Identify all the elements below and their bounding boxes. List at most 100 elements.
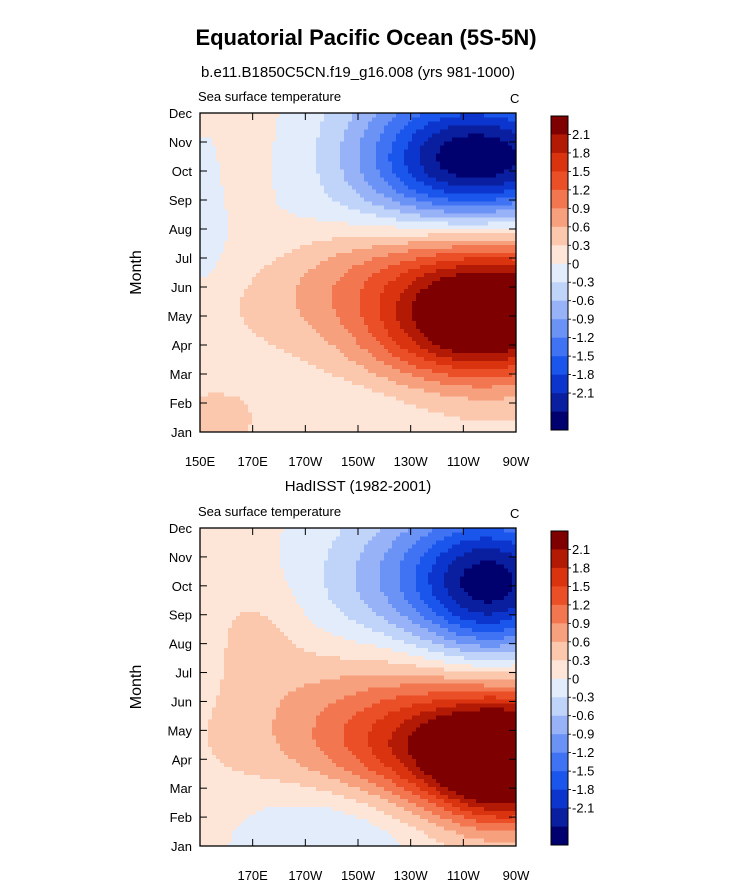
sst-cell xyxy=(288,244,293,250)
sst-cell xyxy=(240,320,245,325)
sst-cell xyxy=(336,180,341,186)
sst-cell xyxy=(312,416,317,421)
sst-cell xyxy=(252,152,257,158)
sst-cell xyxy=(392,296,397,302)
sst-cell xyxy=(224,156,229,162)
sst-cell xyxy=(388,316,393,321)
sst-cell xyxy=(316,244,321,250)
sst-cell xyxy=(264,428,269,433)
sst-cell xyxy=(368,352,373,357)
sst-cell xyxy=(400,208,405,214)
sst-cell xyxy=(276,208,281,214)
sst-cell xyxy=(252,116,257,122)
sst-cell xyxy=(424,132,429,138)
sst-cell xyxy=(228,380,233,385)
sst-cell xyxy=(288,392,293,397)
sst-cell xyxy=(400,368,405,373)
sst-cell xyxy=(408,296,413,302)
sst-cell xyxy=(236,204,241,210)
sst-cell xyxy=(364,408,369,413)
sst-cell xyxy=(244,236,249,242)
sst-cell xyxy=(312,136,317,142)
sst-cell xyxy=(200,192,205,198)
sst-cell xyxy=(268,200,273,206)
sst-cell xyxy=(296,236,301,242)
sst-cell xyxy=(252,412,257,417)
sst-cell xyxy=(208,120,213,126)
sst-cell xyxy=(212,164,217,170)
sst-cell xyxy=(276,232,281,238)
sst-cell xyxy=(356,132,361,138)
sst-cell xyxy=(216,236,221,242)
sst-cell xyxy=(444,260,449,266)
sst-cell xyxy=(348,204,353,210)
sst-cell xyxy=(240,352,245,357)
sst-cell xyxy=(364,372,369,377)
sst-cell xyxy=(268,168,273,174)
sst-cell xyxy=(304,284,309,290)
sst-cell xyxy=(380,324,385,329)
sst-cell xyxy=(412,180,417,186)
sst-cell xyxy=(324,320,329,325)
sst-cell xyxy=(200,260,205,266)
sst-cell xyxy=(440,120,445,126)
sst-cell xyxy=(260,284,265,290)
sst-cell xyxy=(404,132,409,138)
sst-cell xyxy=(304,420,309,425)
sst-cell xyxy=(248,336,253,341)
sst-cell xyxy=(396,264,401,270)
sst-cell xyxy=(292,180,297,186)
sst-cell xyxy=(288,272,293,278)
sst-cell xyxy=(260,280,265,286)
sst-cell xyxy=(308,272,313,278)
sst-cell xyxy=(260,380,265,385)
sst-cell xyxy=(252,344,257,349)
sst-cell xyxy=(424,128,429,134)
sst-cell xyxy=(352,320,357,325)
sst-cell xyxy=(300,276,305,282)
sst-cell xyxy=(428,264,433,270)
sst-cell xyxy=(296,188,301,194)
sst-cell xyxy=(232,116,237,122)
sst-cell xyxy=(392,168,397,174)
sst-cell xyxy=(416,140,421,146)
sst-cell xyxy=(300,140,305,146)
sst-cell xyxy=(248,252,253,258)
sst-cell xyxy=(348,140,353,146)
sst-cell xyxy=(332,124,337,130)
sst-cell xyxy=(356,376,361,381)
sst-cell xyxy=(304,356,309,361)
sst-cell xyxy=(308,244,313,250)
sst-cell xyxy=(444,320,449,325)
sst-cell xyxy=(264,164,269,170)
sst-cell xyxy=(208,236,213,242)
sst-cell xyxy=(308,268,313,274)
sst-cell xyxy=(408,308,413,313)
sst-cell xyxy=(224,376,229,381)
sst-cell xyxy=(344,168,349,174)
sst-cell xyxy=(232,288,237,294)
sst-cell xyxy=(360,336,365,341)
sst-cell xyxy=(248,364,253,369)
sst-cell xyxy=(220,352,225,357)
sst-cell xyxy=(372,364,377,369)
sst-cell xyxy=(220,260,225,266)
sst-cell xyxy=(260,240,265,246)
sst-cell xyxy=(328,132,333,138)
sst-cell xyxy=(208,280,213,286)
sst-cell xyxy=(212,396,217,401)
sst-cell xyxy=(312,252,317,258)
sst-cell xyxy=(256,236,261,242)
sst-cell xyxy=(208,184,213,190)
sst-cell xyxy=(276,348,281,353)
sst-cell xyxy=(276,428,281,433)
sst-cell xyxy=(272,188,277,194)
sst-cell xyxy=(440,328,445,333)
sst-cell xyxy=(284,284,289,290)
sst-cell xyxy=(420,376,425,381)
sst-cell xyxy=(340,124,345,130)
sst-cell xyxy=(428,260,433,266)
sst-cell xyxy=(368,400,373,405)
sst-cell xyxy=(388,200,393,206)
sst-cell xyxy=(216,200,221,206)
